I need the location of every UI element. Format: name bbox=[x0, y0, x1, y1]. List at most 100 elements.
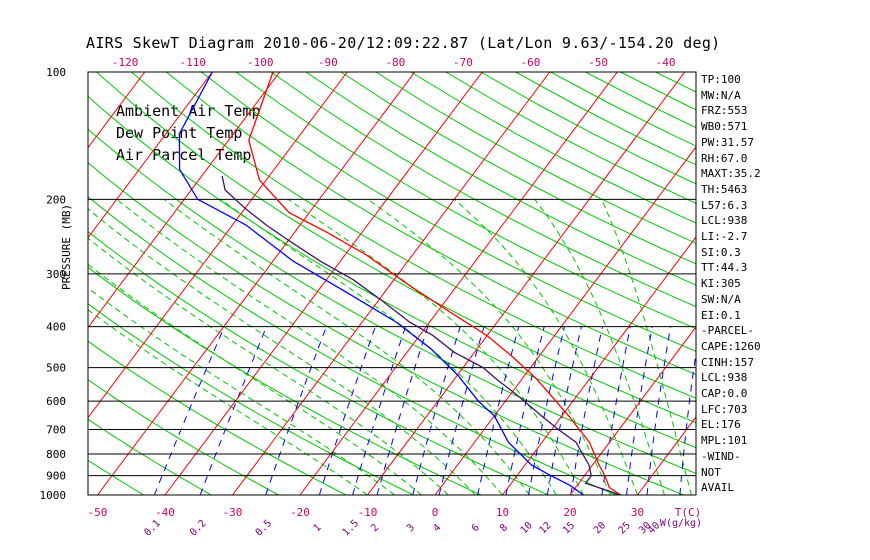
parcel-temp-line bbox=[221, 175, 621, 495]
mixing-ratio-line bbox=[626, 326, 653, 495]
dry-adiabat-line bbox=[88, 266, 482, 495]
isotherm-line bbox=[299, 72, 618, 495]
isotherm-line bbox=[232, 72, 551, 495]
stability-index-item: CAPE:1260 bbox=[701, 339, 761, 353]
t-unit-label: T(C) bbox=[675, 506, 702, 519]
dry-adiabat-line bbox=[88, 128, 696, 474]
mixing-ratio-label: 1 bbox=[312, 522, 324, 534]
dry-adiabat-line bbox=[88, 196, 617, 495]
stability-index-item: WB0:571 bbox=[701, 120, 748, 134]
mixing-ratio-line bbox=[318, 326, 376, 495]
moist-adiabat-line bbox=[88, 208, 476, 495]
top-temp-tick-label: -90 bbox=[318, 56, 338, 69]
dry-adiabat-line bbox=[88, 379, 279, 495]
top-temp-tick-label: -120 bbox=[112, 56, 139, 69]
dry-adiabat-line bbox=[88, 162, 684, 495]
top-temp-tick-label: -110 bbox=[179, 56, 206, 69]
stability-index-item: LCL:938 bbox=[701, 371, 748, 385]
mixing-ratio-label: 0.5 bbox=[254, 518, 275, 539]
dry-adiabat-line bbox=[96, 72, 696, 424]
dry-adiabat-line bbox=[165, 72, 696, 376]
moist-adiabat-line bbox=[601, 199, 692, 495]
mixing-ratio-label: 25 bbox=[617, 520, 633, 536]
bottom-temp-tick-label: -10 bbox=[358, 506, 378, 519]
pressure-tick-label: 1000 bbox=[40, 489, 67, 502]
top-temp-tick-label: -40 bbox=[656, 56, 676, 69]
stability-index-item: MPL:101 bbox=[701, 434, 748, 448]
stability-index-item: MW:N/A bbox=[701, 88, 741, 102]
moist-adiabat-line bbox=[163, 198, 530, 495]
pressure-tick-label: 300 bbox=[46, 268, 66, 281]
pressure-tick-label: 500 bbox=[46, 362, 66, 375]
stability-index-item: SI:0.3 bbox=[701, 245, 741, 259]
pressure-tick-label: 700 bbox=[46, 423, 66, 436]
bottom-temp-tick-label: 20 bbox=[563, 506, 576, 519]
isotherm-line bbox=[0, 72, 10, 495]
mixing-ratio-line bbox=[153, 326, 225, 495]
isotherm-line bbox=[164, 72, 483, 495]
stability-index-item: L57:6.3 bbox=[701, 198, 748, 212]
mixing-ratio-label: 3 bbox=[405, 522, 417, 534]
stability-index-item: NOT bbox=[701, 465, 721, 479]
bottom-temp-tick-label: -40 bbox=[155, 506, 175, 519]
stability-index-item: TP:100 bbox=[701, 73, 741, 86]
mixing-ratio-label: 1.5 bbox=[341, 518, 362, 539]
dry-adiabat-line bbox=[88, 95, 696, 449]
stability-index-item: EI:0.1 bbox=[701, 308, 741, 322]
dry-adiabat-line bbox=[88, 459, 144, 495]
dry-adiabat-line bbox=[270, 72, 696, 308]
mixing-ratio-unit-label: W(g/kg) bbox=[660, 518, 702, 529]
dry-adiabat-line bbox=[410, 72, 696, 224]
pressure-tick-label: 800 bbox=[46, 448, 66, 461]
legend-air-parcel-temp: Air Parcel Temp bbox=[116, 146, 252, 164]
stability-index-item: FRZ:553 bbox=[701, 104, 748, 118]
isotherm-line bbox=[88, 72, 213, 239]
stability-index-item: PW:31.57 bbox=[701, 135, 754, 149]
dew-point-line bbox=[178, 72, 584, 495]
stability-index-item: TH:5463 bbox=[701, 182, 748, 196]
plot-lines bbox=[0, 72, 870, 495]
mixing-ratio-label: 6 bbox=[470, 522, 482, 534]
mixing-ratio-line bbox=[352, 326, 407, 495]
bottom-temp-tick-label: 10 bbox=[496, 506, 509, 519]
plot-frame bbox=[87, 71, 697, 496]
dry-adiabat-line bbox=[88, 340, 347, 495]
ambient-temp-line bbox=[248, 72, 621, 495]
moist-adiabat-line bbox=[88, 263, 422, 495]
isotherm-line bbox=[97, 72, 416, 495]
bottom-temp-tick-label: 30 bbox=[631, 506, 644, 519]
stability-index-item: LFC:703 bbox=[701, 402, 748, 416]
dry-adiabat-line bbox=[200, 72, 696, 352]
stability-index-item: RH:67.0 bbox=[701, 151, 748, 165]
pressure-tick-label: 100 bbox=[46, 66, 66, 79]
pressure-tick-label: 600 bbox=[46, 395, 66, 408]
stability-index-item: CAP:0.0 bbox=[701, 387, 748, 400]
bottom-temp-tick-label: 0 bbox=[432, 506, 439, 519]
top-temp-tick-label: -70 bbox=[453, 56, 473, 69]
isotherm-line bbox=[773, 72, 870, 495]
stability-index-item: -WIND- bbox=[701, 449, 741, 463]
moist-adiabat-line bbox=[88, 237, 449, 495]
stability-index-item: LI:-2.7 bbox=[701, 230, 748, 243]
mixing-ratio-label: 2 bbox=[369, 522, 381, 534]
dry-adiabat-line bbox=[0, 72, 9, 495]
stability-index-item: TT:44.3 bbox=[701, 261, 748, 275]
moist-adiabat-line bbox=[88, 309, 368, 495]
dry-adiabat-line bbox=[88, 231, 549, 495]
moist-adiabat-line bbox=[534, 199, 665, 495]
isotherm-line bbox=[569, 326, 696, 495]
mixing-ratio-label: 8 bbox=[498, 522, 510, 534]
isotherm-line bbox=[88, 72, 146, 149]
dry-adiabat-line bbox=[340, 72, 696, 265]
mixing-ratio-label: 15 bbox=[561, 520, 577, 536]
mixing-ratio-label: 0.1 bbox=[142, 518, 163, 539]
stability-index-item: KI:305 bbox=[701, 277, 741, 291]
bottom-temp-tick-label: -20 bbox=[290, 506, 310, 519]
isotherm-line bbox=[367, 72, 686, 495]
pressure-tick-label: 900 bbox=[46, 470, 66, 483]
mixing-ratio-line bbox=[679, 349, 696, 495]
dry-adiabat-line bbox=[550, 72, 696, 147]
dry-adiabat-line bbox=[305, 72, 696, 286]
mixing-ratio-line bbox=[438, 326, 485, 495]
